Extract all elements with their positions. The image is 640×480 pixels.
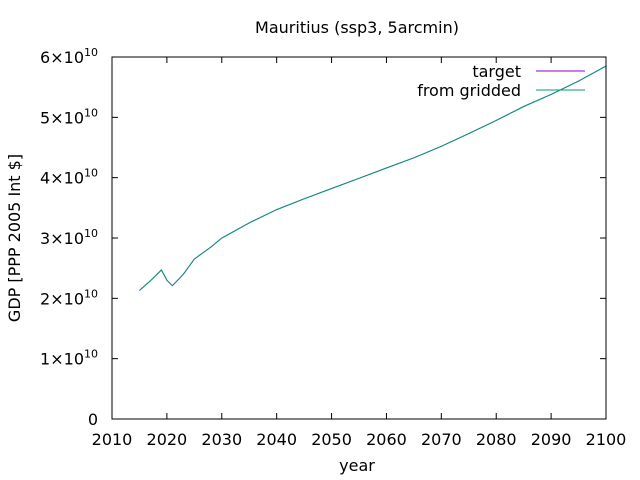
y-tick-label: 0 (88, 410, 98, 429)
x-tick-label: 2040 (256, 430, 297, 449)
y-tick-exponent: 10 (84, 348, 98, 361)
x-tick-label: 2070 (421, 430, 462, 449)
series-line-0 (139, 65, 607, 291)
x-tick-label: 2060 (366, 430, 407, 449)
y-tick-mantissa: 4×10 (40, 169, 84, 188)
x-axis-label: year (339, 456, 375, 475)
y-tick-mantissa: 0 (88, 410, 98, 429)
y-tick-mantissa: 2×10 (40, 289, 84, 308)
y-tick-label: 5×1010 (40, 106, 98, 127)
y-tick-label: 6×1010 (40, 46, 98, 67)
y-tick-exponent: 10 (84, 46, 98, 59)
y-tick-exponent: 10 (84, 106, 98, 119)
x-tick-label: 2050 (311, 430, 352, 449)
axis-ticks: 2010 2020 2030 2040 2050 2060 2070 2080 2090 2100… (40, 46, 626, 449)
x-tick-label: 2080 (476, 430, 517, 449)
legend-label-1: from gridded (417, 81, 521, 100)
y-tick-mantissa: 1×10 (40, 350, 84, 369)
y-tick-mantissa: 3×10 (40, 229, 84, 248)
x-tick-label: 2020 (147, 430, 188, 449)
x-tick-label: 2100 (586, 430, 627, 449)
x-tick-label: 2010 (92, 430, 133, 449)
y-tick-exponent: 10 (84, 167, 98, 180)
y-tick-mantissa: 5×10 (40, 108, 84, 127)
y-tick-exponent: 10 (84, 287, 98, 300)
x-tick-label: 2090 (531, 430, 572, 449)
series-line-1 (139, 65, 607, 291)
y-tick-label: 2×1010 (40, 287, 98, 308)
plot-frame (111, 56, 607, 420)
y-tick-label: 4×1010 (40, 167, 98, 188)
y-tick-exponent: 10 (84, 227, 98, 240)
y-tick-label: 1×1010 (40, 348, 98, 369)
y-tick-mantissa: 6×10 (40, 48, 84, 67)
series-lines (139, 65, 607, 291)
x-tick-label: 2030 (201, 430, 242, 449)
y-tick-label: 3×1010 (40, 227, 98, 248)
legend-label-0: target (472, 62, 521, 81)
y-axis-label: GDP [PPP 2005 Int $] (5, 154, 24, 322)
chart-title: Mauritius (ssp3, 5arcmin) (255, 18, 459, 37)
